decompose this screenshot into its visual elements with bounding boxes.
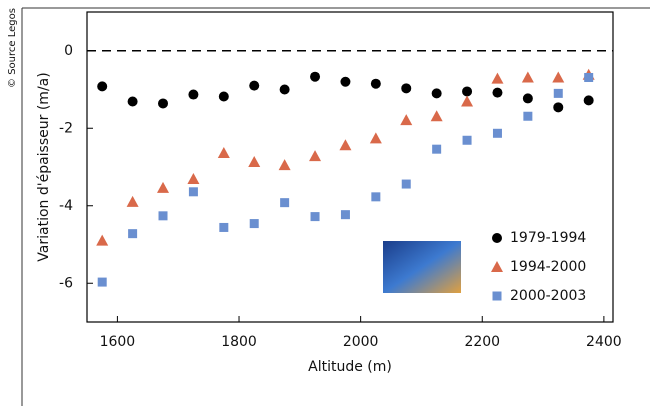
point: [521, 71, 534, 83]
point: [219, 222, 229, 232]
y-axis-label: Variation d'épaisseur (m/a): [36, 72, 52, 261]
point: [97, 277, 107, 287]
point: [128, 229, 138, 239]
point: [461, 95, 474, 107]
point: [157, 181, 170, 193]
point: [370, 78, 381, 89]
x-tick-label: 2200: [464, 334, 500, 350]
point: [369, 132, 382, 144]
y-tick-label: -2: [59, 120, 73, 136]
point: [583, 95, 594, 106]
point: [340, 76, 351, 87]
point: [280, 198, 290, 208]
plot-area: [86, 11, 614, 323]
point: [97, 81, 108, 92]
legend-label: 2000-2003: [510, 288, 586, 304]
point: [158, 211, 168, 221]
point: [432, 144, 442, 154]
legend-marker: [491, 261, 503, 272]
x-tick-label: 1800: [221, 334, 257, 350]
point: [279, 84, 290, 95]
point: [553, 88, 563, 98]
point: [187, 173, 200, 185]
x-tick-label: 2000: [343, 334, 379, 350]
point: [462, 135, 472, 145]
point: [158, 98, 169, 109]
point: [553, 102, 564, 113]
point: [584, 72, 594, 82]
point: [126, 195, 139, 207]
legend-marker: [492, 291, 502, 301]
point: [522, 93, 533, 104]
point: [218, 91, 229, 102]
point: [188, 89, 199, 100]
point: [400, 114, 413, 126]
point: [249, 219, 259, 229]
point: [401, 179, 411, 189]
x-tick-label: 2400: [586, 334, 622, 350]
point: [96, 234, 109, 246]
y-tick-label: 0: [64, 43, 73, 59]
point: [523, 111, 533, 121]
satellite-image: [383, 241, 461, 293]
point: [492, 128, 502, 138]
point: [491, 72, 504, 84]
point: [430, 110, 443, 122]
point: [340, 210, 350, 220]
point: [278, 159, 291, 171]
point: [188, 187, 198, 197]
y-tick-label: -4: [59, 198, 73, 214]
legend-marker: [492, 233, 502, 243]
legend-label: 1994-2000: [510, 259, 586, 275]
point: [401, 83, 412, 94]
x-axis-label: Altitude (m): [308, 359, 392, 375]
point: [371, 192, 381, 202]
point: [127, 96, 138, 107]
point: [217, 147, 230, 159]
point: [431, 88, 442, 99]
point: [552, 71, 565, 83]
point: [339, 139, 352, 151]
x-tick-label: 1600: [100, 334, 136, 350]
point: [309, 150, 322, 162]
source: © Source Legos: [7, 8, 18, 88]
legend-label: 1979-1994: [510, 230, 586, 246]
point: [462, 86, 473, 97]
point: [492, 87, 503, 98]
point: [248, 155, 261, 167]
point: [249, 80, 260, 91]
point: [310, 212, 320, 222]
point: [310, 71, 321, 82]
y-tick-label: -6: [59, 275, 73, 291]
